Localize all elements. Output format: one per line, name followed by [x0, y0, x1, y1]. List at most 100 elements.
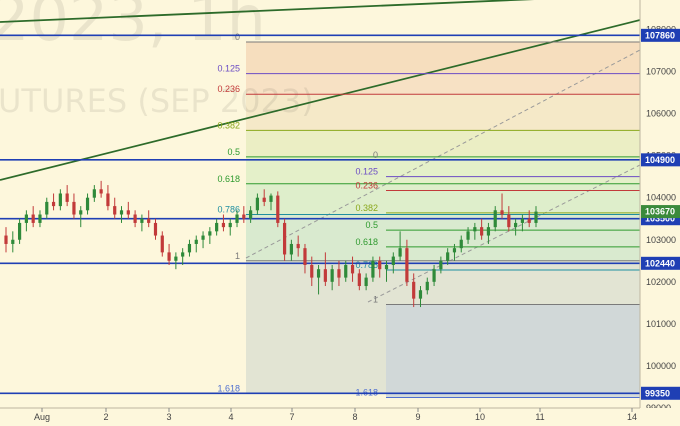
y-tick-label: 100000	[646, 361, 676, 371]
candle	[418, 286, 423, 308]
candle-body	[58, 193, 62, 207]
candle-body	[493, 210, 497, 228]
fib1-level-label: 1.618	[217, 383, 240, 393]
candle-body	[500, 210, 504, 215]
candle-body	[432, 269, 436, 282]
candle	[473, 222, 477, 240]
candle	[235, 210, 239, 228]
candle-body	[337, 269, 341, 278]
fib2-level-label: 0	[373, 150, 378, 160]
candle-body	[255, 197, 260, 211]
candle	[4, 227, 8, 253]
candle-body	[350, 264, 355, 274]
candle-body	[194, 239, 198, 244]
candle-body	[364, 277, 368, 287]
candle	[228, 218, 232, 236]
candle-body	[514, 222, 518, 228]
watermark-line2: UTURES (SEP 2023)	[0, 82, 314, 120]
x-axis	[0, 407, 680, 426]
candle-body	[466, 231, 470, 240]
candle-body	[289, 243, 293, 255]
candle	[38, 210, 42, 228]
candle-body	[31, 214, 35, 223]
candle	[310, 256, 314, 287]
x-tick-labels: Aug 2 3 4 7 8 9 10 11 14	[34, 408, 637, 422]
candle-body	[65, 193, 69, 202]
candle	[514, 218, 518, 236]
candle-body	[215, 222, 219, 232]
candle-body	[4, 235, 8, 244]
candle	[391, 252, 395, 274]
candle	[262, 189, 266, 207]
candle	[425, 277, 429, 295]
candle-body	[520, 218, 525, 223]
candle	[153, 218, 158, 240]
candle-body	[486, 227, 491, 236]
candle	[85, 193, 90, 215]
candle-body	[133, 214, 137, 223]
candle	[119, 206, 124, 223]
y-tick-label: 101000	[646, 319, 676, 329]
x-tick-label: 11	[535, 412, 544, 422]
candle-body	[303, 248, 307, 265]
candle	[221, 214, 226, 232]
price-tag-label: 103500	[645, 214, 675, 224]
candle-body	[242, 214, 246, 219]
candle	[432, 264, 436, 287]
candle-body	[452, 248, 457, 253]
candle-body	[45, 201, 49, 215]
price-tag	[641, 153, 680, 167]
candle-body	[269, 195, 273, 202]
candle	[459, 235, 463, 253]
candle-body	[181, 252, 185, 257]
candle	[45, 197, 49, 219]
candles	[4, 180, 538, 308]
fib2-level-label: 0.382	[355, 203, 378, 213]
candle	[58, 189, 62, 211]
candle-body	[398, 248, 402, 257]
watermark-line1: 2023, 1h	[0, 0, 266, 55]
candle-body	[459, 239, 463, 249]
candle	[79, 206, 83, 228]
y-tick-label: 106000	[646, 109, 676, 119]
candle	[255, 193, 260, 215]
candle	[133, 210, 137, 228]
candle-body	[534, 211, 538, 223]
trend-line-lower	[0, 19, 641, 181]
candle-body	[106, 193, 110, 207]
candle-body	[235, 214, 239, 223]
price-tag-label: 102440	[645, 258, 675, 268]
candle-body	[79, 210, 83, 215]
last-price-label: 103670	[645, 207, 675, 217]
candle	[534, 206, 538, 228]
candle	[378, 256, 382, 278]
candle	[249, 206, 253, 223]
candle-body	[405, 248, 409, 282]
candle	[208, 227, 212, 244]
candle-body	[425, 281, 429, 291]
fib1-level-label: 0.5	[227, 147, 240, 157]
x-tick-label: 14	[627, 412, 637, 422]
candle-body	[323, 269, 327, 282]
candle	[480, 218, 484, 240]
candle	[289, 239, 293, 261]
candle-body	[126, 210, 130, 215]
candle	[24, 210, 28, 232]
candle	[126, 201, 130, 219]
candle	[527, 210, 531, 228]
candle-body	[160, 235, 164, 253]
price-tag	[641, 256, 680, 270]
candle-body	[391, 256, 395, 265]
candle	[398, 231, 402, 261]
candle	[350, 256, 355, 282]
x-tick-label: 10	[475, 412, 485, 422]
fib1-zone	[246, 94, 640, 131]
horizontal-price-lines[interactable]	[0, 34, 640, 395]
candle-body	[378, 260, 382, 270]
candle	[215, 218, 219, 236]
x-axis-background	[0, 408, 680, 426]
candle	[330, 264, 334, 291]
candle	[174, 252, 178, 270]
candle-body	[99, 189, 103, 194]
